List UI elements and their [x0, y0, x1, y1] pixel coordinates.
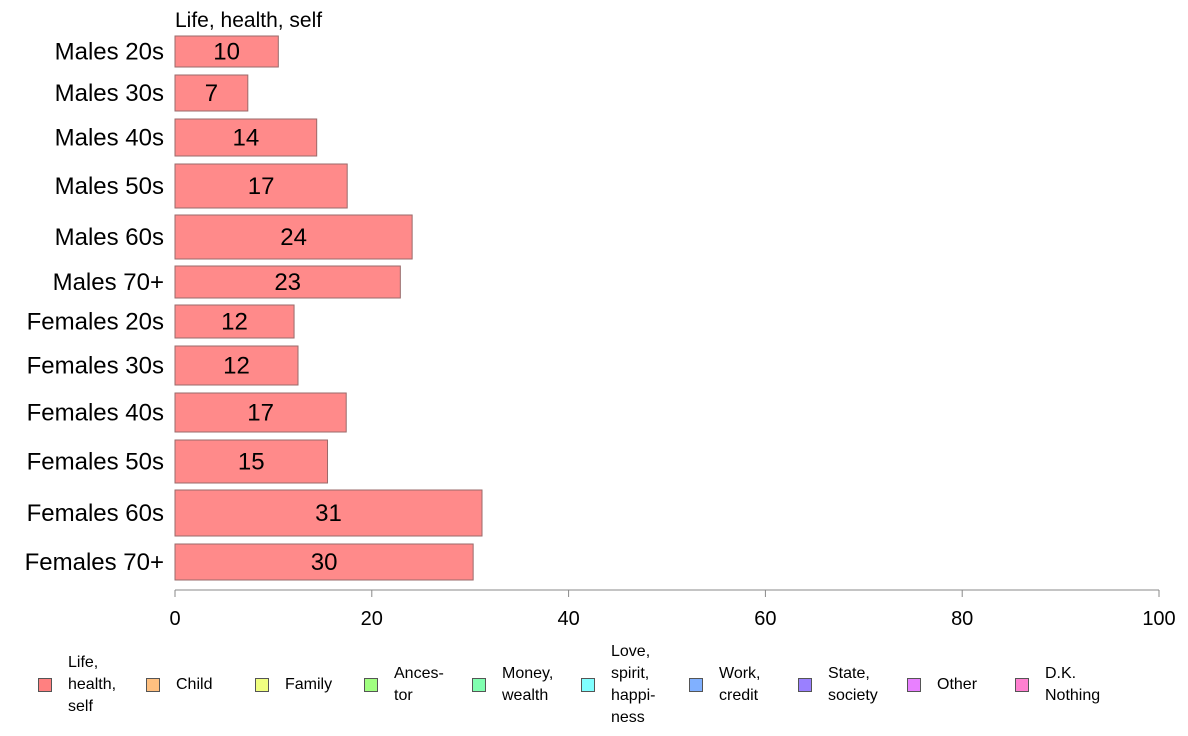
bar-value-label: 24	[280, 224, 307, 251]
category-label: Females 60s	[27, 500, 164, 527]
legend-label: Child	[176, 676, 213, 693]
legend-label: D.K. Nothing	[1045, 665, 1101, 704]
bar-value-label: 17	[247, 400, 274, 427]
category-label: Females 20s	[27, 309, 164, 336]
bar	[174, 74, 249, 112]
x-tick-label: 20	[361, 608, 383, 630]
bar	[174, 439, 329, 484]
bar-value-label: 15	[238, 449, 265, 476]
legend-swatch	[146, 678, 160, 692]
bar-value-label: 12	[221, 309, 248, 336]
bar-value-label: 12	[223, 353, 250, 380]
bar-value-label: 30	[311, 549, 338, 576]
category-label: Males 70+	[53, 269, 164, 296]
legend-label: Money, wealth	[502, 665, 554, 704]
legend: Life, health, self Child Family Ances- tor M…	[30, 640, 1170, 730]
bar-value-label: 23	[274, 269, 301, 296]
bar	[174, 35, 279, 68]
category-label: Males 20s	[55, 39, 164, 66]
legend-item: Family	[255, 640, 332, 730]
bar-value-label: 14	[232, 125, 259, 152]
bar	[174, 265, 401, 299]
legend-item: Love, spirit, happi- ness	[581, 640, 655, 730]
bars-group	[174, 35, 483, 581]
bar	[174, 543, 474, 581]
legend-swatch	[581, 678, 595, 692]
chart-title: Life, health, self	[175, 9, 322, 32]
legend-swatch	[472, 678, 486, 692]
legend-item: Work, credit	[689, 640, 760, 730]
bar	[174, 118, 318, 157]
legend-swatch	[1015, 678, 1029, 692]
legend-label: Work, credit	[719, 665, 761, 704]
bar-value-label: 7	[205, 80, 218, 107]
category-label: Females 70+	[25, 549, 164, 576]
category-label: Males 30s	[55, 80, 164, 107]
legend-swatch	[364, 678, 378, 692]
legend-label: Life, health, self	[68, 654, 117, 715]
legend-item: Money, wealth	[472, 640, 553, 730]
bar-value-label: 31	[315, 500, 342, 527]
x-tick-label: 80	[951, 608, 973, 630]
category-label: Females 40s	[27, 400, 164, 427]
bar	[174, 392, 347, 433]
x-tick-label: 60	[754, 608, 776, 630]
bar	[174, 489, 483, 537]
legend-swatch	[255, 678, 269, 692]
bar	[174, 214, 413, 260]
legend-item: State, society	[798, 640, 878, 730]
x-tick-label: 40	[557, 608, 579, 630]
legend-item: Other	[907, 640, 977, 730]
category-label: Males 60s	[55, 224, 164, 251]
legend-swatch	[38, 678, 52, 692]
legend-label: Other	[937, 676, 978, 693]
x-tick-label: 0	[169, 608, 180, 630]
bar	[174, 304, 295, 339]
category-label: Females 50s	[27, 449, 164, 476]
legend-swatch	[907, 678, 921, 692]
legend-item: Ances- tor	[364, 640, 444, 730]
legend-label: State, society	[828, 665, 878, 704]
legend-swatch	[798, 678, 812, 692]
legend-swatch	[689, 678, 703, 692]
legend-label: Family	[285, 676, 333, 693]
category-label: Males 50s	[55, 173, 164, 200]
x-axis: 0 20 40 60 80 100	[169, 589, 1176, 630]
legend-item: Life, health, self	[38, 640, 116, 730]
category-label: Females 30s	[27, 353, 164, 380]
bar	[174, 163, 348, 209]
bar-value-label: 17	[248, 173, 275, 200]
bar-value-label: 10	[213, 39, 240, 66]
legend-label: Ances- tor	[394, 665, 444, 704]
bar	[174, 345, 299, 386]
category-label: Males 40s	[55, 125, 164, 152]
legend-item: D.K. Nothing	[1015, 640, 1100, 730]
x-tick-label: 100	[1142, 608, 1175, 630]
bar-chart: Life, health, self 107141724231212171531…	[25, 9, 1176, 630]
legend-item: Child	[146, 640, 212, 730]
category-labels: Males 20s Males 30s Males 40s Males 50s Male…	[25, 39, 164, 577]
legend-label: Love, spirit, happi- ness	[611, 643, 656, 726]
